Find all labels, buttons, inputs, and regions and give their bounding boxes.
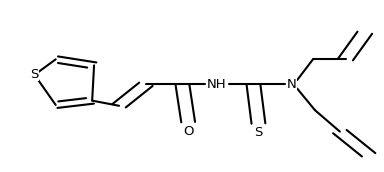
Text: N: N xyxy=(287,78,297,91)
Text: NH: NH xyxy=(207,78,227,91)
Text: S: S xyxy=(254,126,263,139)
Text: O: O xyxy=(183,125,194,138)
Text: S: S xyxy=(30,68,39,81)
